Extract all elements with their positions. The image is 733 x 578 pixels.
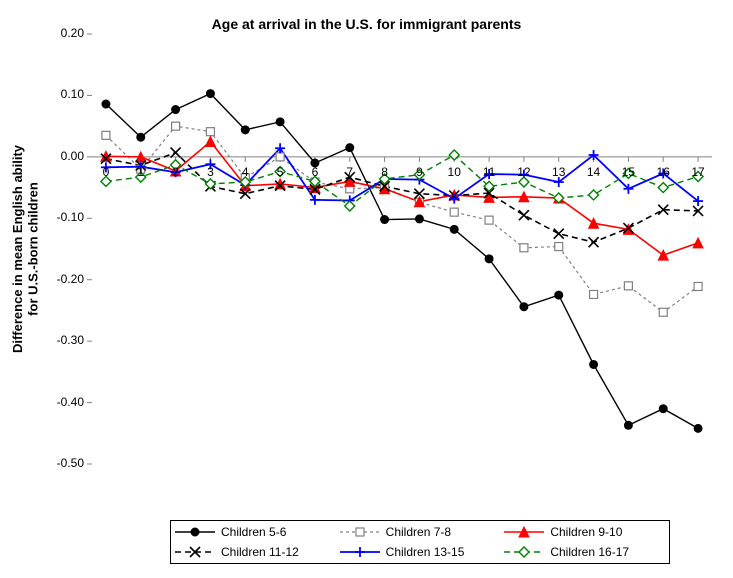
- legend-swatch-c11_12: [173, 544, 217, 560]
- svg-text:Difference in mean English abi: Difference in mean English abilityfor U.…: [10, 144, 41, 353]
- ytick-label: -0.50: [57, 456, 84, 470]
- xtick-label: 7: [340, 165, 360, 179]
- legend-item-c9_10: Children 9-10: [502, 524, 667, 540]
- xtick-label: 17: [688, 165, 708, 179]
- xtick-label: 14: [584, 165, 604, 179]
- plot-svg: [92, 34, 712, 464]
- xtick-label: 11: [479, 165, 499, 179]
- xtick-label: 1: [131, 165, 151, 179]
- legend-swatch-c13_15: [338, 544, 382, 560]
- ytick-label: 0.10: [61, 87, 84, 101]
- legend-swatch-c7_8: [338, 524, 382, 540]
- xtick-label: 3: [200, 165, 220, 179]
- legend-item-c5_6: Children 5-6: [173, 524, 338, 540]
- ytick-label: -0.30: [57, 333, 84, 347]
- xtick-label: 15: [618, 165, 638, 179]
- xtick-label: 6: [305, 165, 325, 179]
- legend-label: Children 7-8: [386, 525, 451, 539]
- legend-label: Children 16-17: [550, 545, 629, 559]
- xtick-label: 12: [514, 165, 534, 179]
- xtick-label: 2: [166, 165, 186, 179]
- chart-container: Age at arrival in the U.S. for immigrant…: [0, 0, 733, 578]
- xtick-label: 16: [653, 165, 673, 179]
- legend: Children 5-6Children 7-8Children 9-10Chi…: [170, 520, 670, 564]
- legend-label: Children 13-15: [386, 545, 465, 559]
- legend-item-c13_15: Children 13-15: [338, 544, 503, 560]
- legend-swatch-c5_6: [173, 524, 217, 540]
- ytick-label: 0.20: [61, 26, 84, 40]
- legend-swatch-c9_10: [502, 524, 546, 540]
- chart-title: Age at arrival in the U.S. for immigrant…: [0, 16, 733, 32]
- xtick-label: 0: [96, 165, 116, 179]
- xtick-label: 9: [409, 165, 429, 179]
- legend-item-c7_8: Children 7-8: [338, 524, 503, 540]
- legend-label: Children 11-12: [221, 545, 299, 559]
- xtick-label: 10: [444, 165, 464, 179]
- legend-swatch-c16_17: [502, 544, 546, 560]
- legend-row: Children 11-12 Children 13-15 Children 16-…: [173, 542, 667, 562]
- ytick-label: -0.40: [57, 395, 84, 409]
- legend-item-c11_12: Children 11-12: [173, 544, 338, 560]
- ytick-label: 0.00: [61, 149, 84, 163]
- plot-area: [92, 34, 712, 464]
- legend-label: Children 5-6: [221, 525, 286, 539]
- y-axis-label: Difference in mean English abilityfor U.…: [4, 34, 44, 464]
- ytick-label: -0.10: [57, 210, 84, 224]
- legend-label: Children 9-10: [550, 525, 622, 539]
- xtick-label: 5: [270, 165, 290, 179]
- xtick-label: 8: [375, 165, 395, 179]
- legend-item-c16_17: Children 16-17: [502, 544, 667, 560]
- legend-row: Children 5-6 Children 7-8 Children 9-10: [173, 522, 667, 542]
- xtick-label: 13: [549, 165, 569, 179]
- ytick-label: -0.20: [57, 272, 84, 286]
- xtick-label: 4: [235, 165, 255, 179]
